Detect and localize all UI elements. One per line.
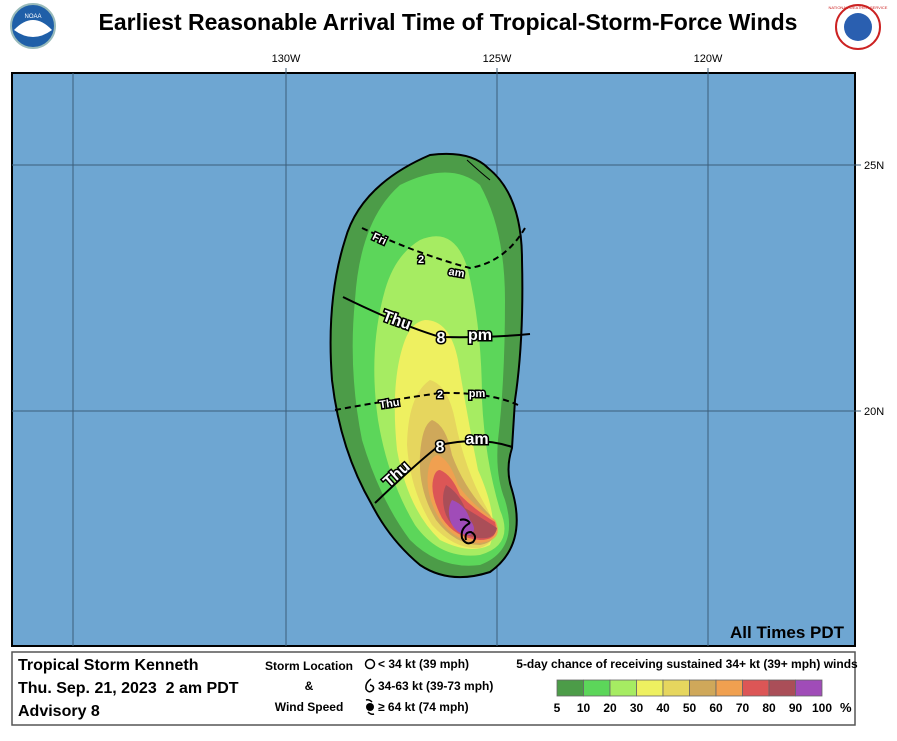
key-title: Wind Speed — [275, 700, 344, 714]
title: Earliest Reasonable Arrival Time of Trop… — [99, 9, 798, 35]
scale-label: 30 — [630, 701, 644, 715]
wind-swath — [329, 152, 524, 579]
scale-label: 5 — [554, 701, 561, 715]
lat-label: 25N — [864, 160, 884, 172]
scale-label: 40 — [656, 701, 670, 715]
contour-ampm: am — [465, 431, 488, 448]
logo-text: NOAA — [24, 14, 41, 20]
contour-hour: 8 — [437, 330, 446, 347]
key-title: & — [305, 679, 314, 693]
key-item: ≥ 64 kt (74 mph) — [378, 700, 469, 714]
key-title: Storm Location — [265, 659, 353, 673]
advisory-number: Advisory 8 — [18, 703, 100, 720]
noaa-logo: NOAA — [10, 3, 56, 49]
scale-swatch — [795, 679, 823, 697]
arrival-contours — [334, 227, 531, 504]
scale-swatch — [715, 679, 743, 697]
key-symbol — [365, 699, 375, 715]
scale-label: 80 — [762, 701, 776, 715]
contour-hour: 8 — [436, 439, 445, 456]
scale-unit: % — [840, 700, 852, 715]
lon-label: 125W — [483, 53, 512, 65]
footer: Tropical Storm Kenneth Thu. Sep. 21, 202… — [11, 651, 858, 726]
storm-name: Tropical Storm Kenneth — [18, 657, 198, 674]
key-symbol — [365, 678, 375, 693]
lon-label: 120W — [694, 53, 723, 65]
scale-label: 100 — [812, 701, 832, 715]
logo-text: NATIONAL WEATHER SERVICE — [829, 5, 888, 10]
storm-symbol — [459, 518, 477, 545]
scale-label: 50 — [683, 701, 697, 715]
contour-day: Thu — [379, 397, 401, 412]
scale-swatch — [556, 679, 584, 697]
scale-swatch — [768, 679, 796, 697]
lon-label: 130W — [272, 53, 301, 65]
scale-title: 5-day chance of receiving sustained 34+ … — [516, 657, 858, 671]
scale-swatch — [609, 679, 637, 697]
scale-label: 20 — [603, 701, 617, 715]
contour-ampm: pm — [468, 327, 492, 344]
nws-logo: NATIONAL WEATHER SERVICE — [829, 4, 888, 50]
contour-ampm: pm — [469, 388, 486, 400]
map: 130W 125W 120W 25N 20N Fri 2 am T — [11, 53, 884, 647]
advisory-date: Thu. Sep. 21, 2023 2 am PDT — [18, 680, 239, 697]
color-scale: 5 10 20 30 40 50 60 70 80 90 100% — [554, 679, 852, 715]
scale-label: 10 — [577, 701, 591, 715]
time-zone-note: All Times PDT — [730, 623, 845, 642]
scale-label: 90 — [789, 701, 803, 715]
contour-ampm: am — [448, 266, 466, 281]
contour-day: Fri — [370, 231, 388, 248]
scale-label: 70 — [736, 701, 750, 715]
lat-label: 20N — [864, 406, 884, 418]
contour-hour: 2 — [418, 254, 424, 266]
key-item: 34-63 kt (39-73 mph) — [378, 679, 493, 693]
scale-swatch — [662, 679, 690, 697]
key-item: < 34 kt (39 mph) — [378, 657, 469, 671]
scale-swatch — [636, 679, 664, 697]
scale-label: 60 — [709, 701, 723, 715]
scale-swatch — [689, 679, 717, 697]
scale-swatch — [583, 679, 611, 697]
key-symbol — [364, 658, 376, 670]
contour-hour: 2 — [437, 389, 443, 401]
scale-swatch — [742, 679, 770, 697]
